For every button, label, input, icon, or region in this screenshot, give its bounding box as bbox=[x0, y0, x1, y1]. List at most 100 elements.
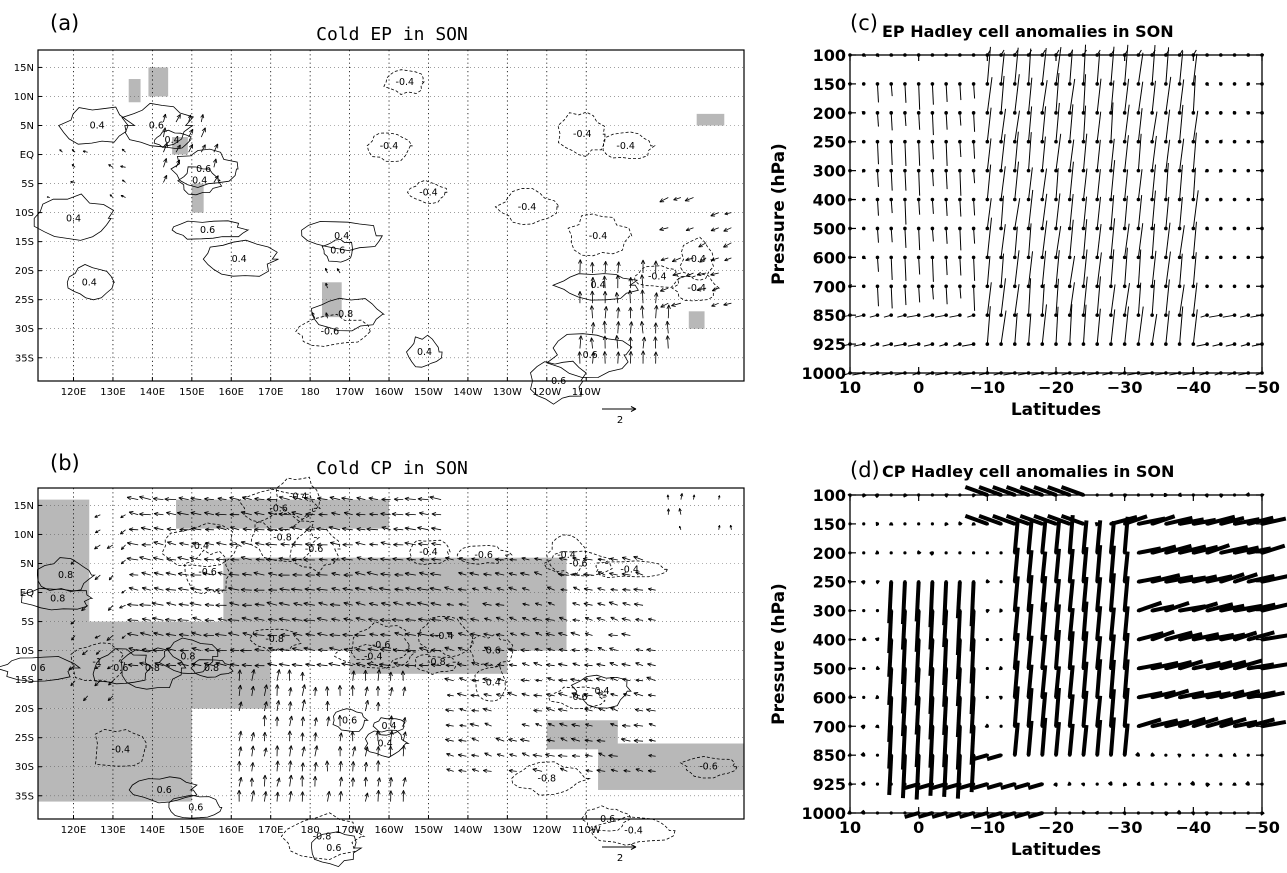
contour-label: 0.8 bbox=[204, 663, 219, 674]
latitude-tick-label: 0 bbox=[913, 818, 924, 837]
wind-vector bbox=[263, 684, 268, 696]
wind-vector bbox=[287, 669, 292, 681]
wind-vector bbox=[379, 617, 391, 623]
wind-vector bbox=[329, 541, 341, 546]
wind-vector bbox=[267, 662, 278, 667]
wind-vector bbox=[610, 587, 618, 592]
shaded-region bbox=[38, 499, 90, 622]
circulation-vector bbox=[1067, 694, 1075, 728]
circulation-vector bbox=[1081, 44, 1087, 86]
latitude-ticks: 10 0 −10 −20 −30 −40 −50 bbox=[839, 495, 1280, 837]
contour-line-positive bbox=[332, 708, 369, 732]
circulation-vector bbox=[1081, 133, 1088, 173]
contour-line-negative bbox=[414, 649, 460, 675]
wind-vector bbox=[558, 692, 568, 697]
x-axis-label: Latitudes bbox=[1011, 840, 1101, 860]
circulation-vector bbox=[1081, 249, 1088, 289]
circulation-vector bbox=[882, 342, 893, 347]
circulation-vector bbox=[1219, 139, 1223, 144]
wind-vector bbox=[521, 587, 530, 591]
circulation-vector bbox=[1178, 690, 1205, 700]
wind-vector bbox=[621, 723, 631, 728]
circulation-vector bbox=[1040, 220, 1048, 260]
wind-vector bbox=[648, 723, 656, 727]
wind-vector bbox=[405, 601, 416, 606]
wind-vector bbox=[127, 617, 139, 623]
wind-vector bbox=[312, 775, 318, 787]
circulation-vector bbox=[1164, 574, 1194, 584]
wind-vector bbox=[520, 648, 530, 653]
circulation-vector bbox=[999, 637, 1003, 642]
circulation-vector bbox=[1191, 75, 1196, 115]
wind-vector bbox=[471, 737, 480, 742]
wind-vector bbox=[405, 663, 416, 668]
circulation-vector bbox=[985, 666, 989, 671]
wind-vector bbox=[417, 496, 429, 502]
wind-vector bbox=[521, 723, 530, 727]
contour-label: 0.4 bbox=[232, 254, 247, 265]
contour-line-negative bbox=[602, 131, 656, 159]
circulation-vector bbox=[1150, 752, 1156, 757]
circulation-vector bbox=[1040, 80, 1048, 115]
contour-label: -0.4 bbox=[289, 492, 308, 503]
wind-vector bbox=[367, 556, 379, 562]
wind-vector bbox=[215, 661, 227, 667]
wind-vector bbox=[278, 512, 290, 517]
circulation-vector bbox=[1191, 574, 1218, 584]
circulation-vector bbox=[1109, 195, 1115, 231]
circulation-vector bbox=[1136, 306, 1144, 346]
wind-vector bbox=[164, 497, 177, 502]
circulation-vector bbox=[958, 168, 962, 196]
wind-vector bbox=[368, 617, 379, 622]
lon-tick-label: 160E bbox=[219, 825, 244, 836]
circulation-vector bbox=[986, 753, 1003, 762]
lon-tick-label: 130E bbox=[100, 387, 125, 398]
contour-line-negative bbox=[295, 313, 371, 347]
circulation-vector bbox=[1205, 543, 1231, 555]
wind-vector bbox=[279, 587, 290, 592]
circulation-vector bbox=[1178, 782, 1182, 786]
lon-tick-label: 140E bbox=[140, 387, 165, 398]
wind-vector bbox=[380, 572, 391, 577]
circulation-vector bbox=[1246, 197, 1251, 202]
circulation-vector bbox=[1081, 219, 1088, 260]
circulation-vector bbox=[1081, 304, 1087, 346]
wind-vector bbox=[355, 616, 366, 621]
wind-vector bbox=[406, 557, 416, 562]
wind-vector bbox=[717, 495, 721, 500]
wind-vector bbox=[666, 494, 670, 500]
wind-vector bbox=[558, 616, 568, 621]
wind-vector bbox=[166, 527, 177, 532]
wind-vector bbox=[496, 693, 505, 697]
circulation-vector bbox=[999, 75, 1005, 115]
circulation-vector bbox=[958, 284, 962, 299]
circulation-vector bbox=[999, 253, 1005, 289]
wind-vector bbox=[178, 632, 189, 638]
wind-vector bbox=[621, 556, 631, 561]
lon-tick-label: 110W bbox=[572, 387, 601, 398]
wind-vector bbox=[610, 616, 618, 621]
wind-vector bbox=[653, 322, 658, 334]
wind-vector bbox=[129, 572, 139, 577]
wind-vector bbox=[139, 495, 151, 501]
wind-vector bbox=[356, 527, 366, 532]
wind-vector bbox=[570, 677, 580, 682]
circulation-vector bbox=[860, 724, 866, 730]
contour-label: -1 bbox=[92, 657, 101, 668]
wind-vector bbox=[456, 692, 467, 697]
wind-vector bbox=[380, 632, 391, 638]
contour-line-positive bbox=[0, 656, 82, 682]
wind-vector bbox=[229, 648, 240, 653]
wind-vector bbox=[267, 617, 278, 622]
circulation-vector bbox=[958, 255, 962, 276]
pressure-tick-label: 250 bbox=[813, 133, 846, 152]
wind-vector bbox=[430, 572, 442, 577]
contour-line-positive bbox=[158, 637, 219, 675]
circulation-vector bbox=[955, 753, 962, 799]
circulation-vector bbox=[1081, 196, 1088, 231]
circulation-vector bbox=[1219, 632, 1246, 642]
circulation-vector bbox=[1040, 250, 1047, 289]
lon-tick-label: 120W bbox=[532, 825, 561, 836]
wind-vector bbox=[203, 662, 215, 667]
wind-vector bbox=[94, 665, 101, 670]
